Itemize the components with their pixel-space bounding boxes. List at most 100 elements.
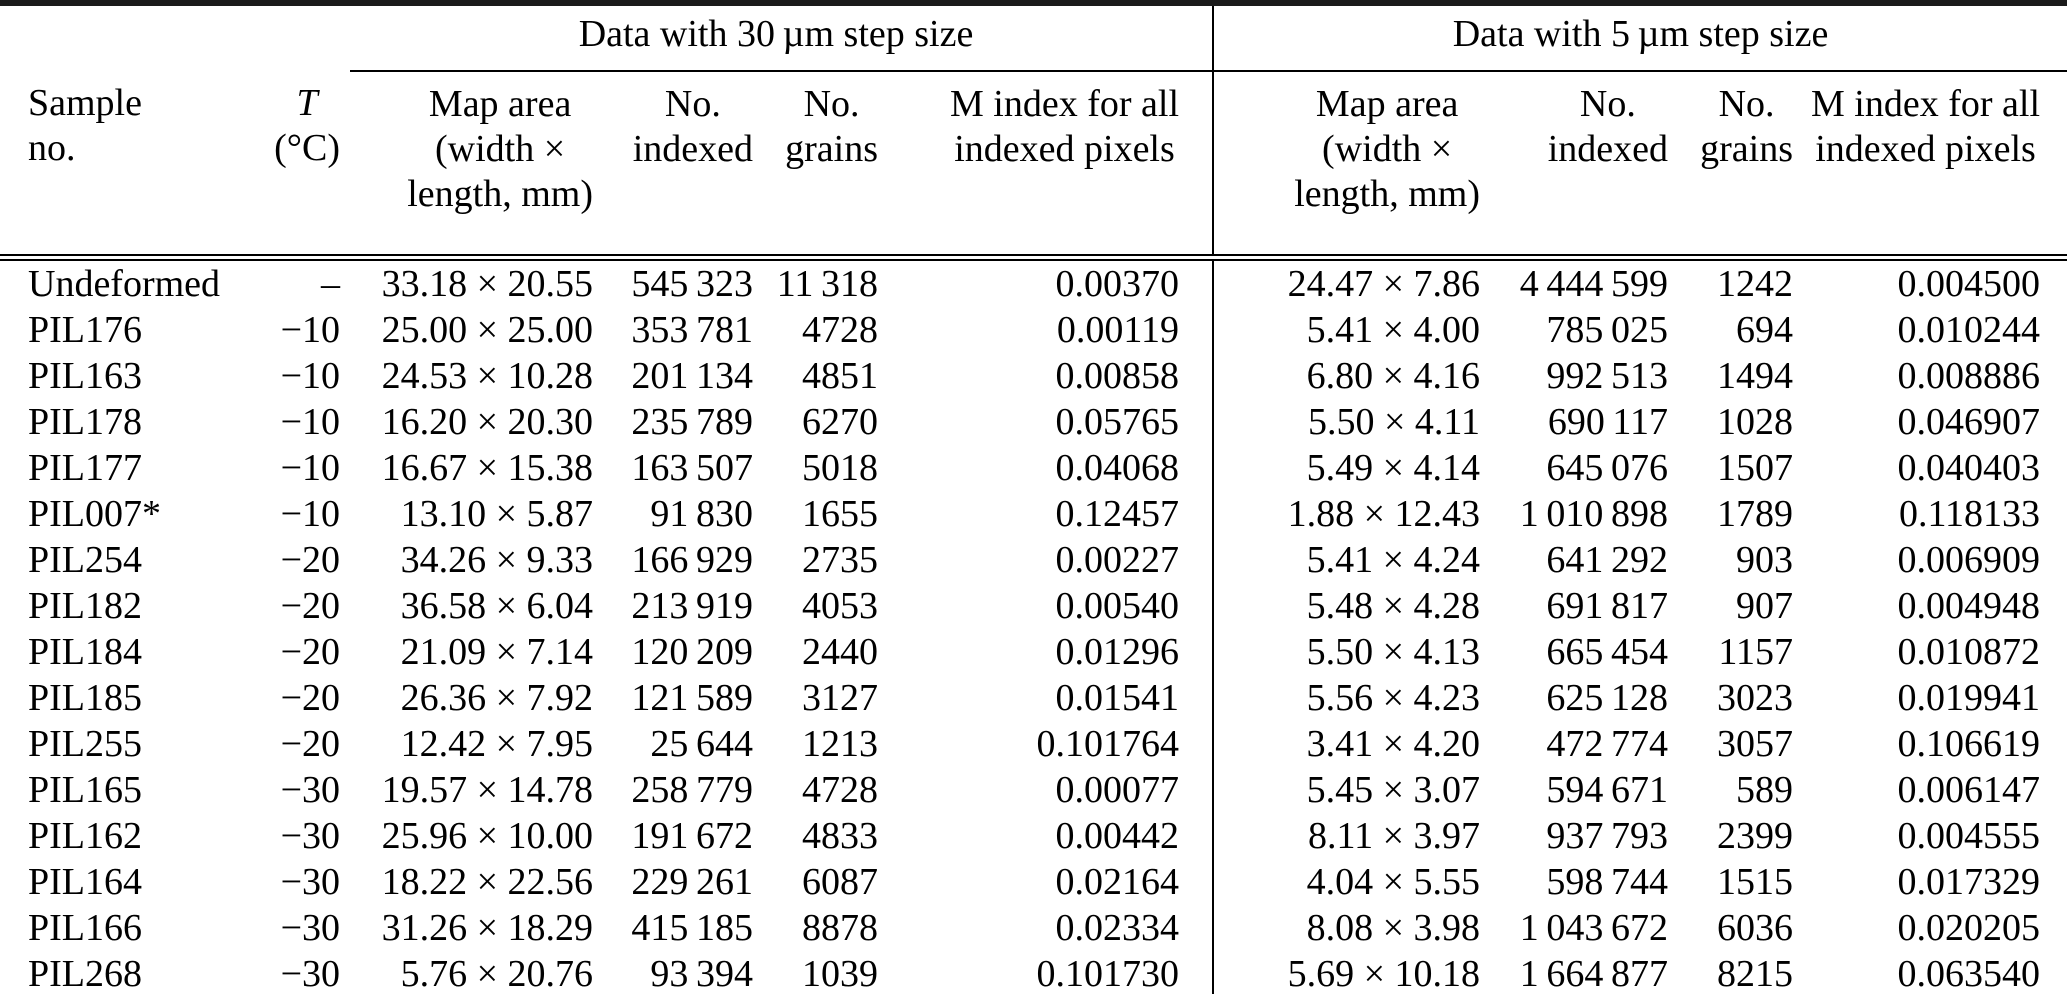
group-header-row: Data with 30 µm step size Data with 5 µm… — [0, 3, 2067, 72]
column-header-sample-no: Sample no. — [0, 71, 255, 261]
cell-m-index-30um: 0.00119 — [1056, 309, 1180, 351]
cell-no-grains-5um: 589 — [1736, 769, 1794, 811]
cell-sample-no: PIL177 — [28, 447, 142, 489]
cell-no-grains-30um: 1213 — [802, 723, 878, 765]
cell-m-index-30um: 0.00370 — [1055, 263, 1180, 305]
cell-map-area-5um: 5.49 × 4.14 — [1212, 445, 1514, 491]
cell-no-grains-30um: 4728 — [802, 309, 878, 351]
cell-m-index-5um: 0.006909 — [1897, 539, 2041, 581]
cell-m-index-5um: 0.010244 — [1897, 309, 2041, 351]
cell-m-index-30um: 0.101730 — [1036, 953, 1180, 994]
cell-no-grains-30um: 5018 — [802, 447, 878, 489]
cell-sample-no: PIL254 — [28, 539, 142, 581]
table-row: PIL182 −20 36.58 × 6.04 213 919 4053 0.00540 5… — [0, 583, 2067, 629]
cell-map-area-30um: 34.26 × 9.33 — [400, 539, 593, 581]
cell-no-indexed-30um: 545 323 — [631, 263, 753, 305]
cell-sample-no: PIL164 — [28, 861, 142, 903]
cell-sample-no: PIL165 — [28, 769, 142, 811]
cell-no-indexed-5um: 645 076 — [1546, 447, 1669, 489]
cell-no-grains-30um: 3127 — [802, 677, 878, 719]
cell-sample-no: Undeformed — [28, 263, 221, 305]
cell-no-grains-30um: 4728 — [802, 769, 878, 811]
cell-no-indexed-30um: 166 929 — [631, 539, 753, 581]
cell-m-index-30um: 0.00227 — [1055, 539, 1180, 581]
header-line: (°C) — [274, 127, 340, 169]
cell-temperature: −30 — [280, 861, 340, 903]
cell-no-grains-30um: 4851 — [802, 355, 878, 397]
cell-m-index-5um: 0.020205 — [1897, 907, 2041, 949]
cell-no-indexed-30um: 91 830 — [650, 493, 753, 535]
column-header-m-index-30um: M index for all indexed pixels — [890, 71, 1214, 261]
cell-no-grains-30um: 4833 — [802, 815, 878, 857]
header-line: No. — [1579, 83, 1636, 125]
header-line: (width × — [1322, 128, 1453, 170]
cell-temperature: −10 — [280, 355, 340, 397]
cell-no-indexed-30um: 201 134 — [631, 355, 753, 397]
cell-m-index-30um: 0.05765 — [1055, 401, 1180, 443]
cell-temperature: −20 — [280, 723, 340, 765]
cell-map-area-30um: 33.18 × 20.55 — [381, 263, 593, 305]
cell-map-area-30um: 16.20 × 20.30 — [381, 401, 593, 443]
cell-no-grains-5um: 1157 — [1718, 631, 1794, 673]
cell-map-area-5um: 3.41 × 4.20 — [1212, 721, 1514, 767]
cell-map-area-5um: 1.88 × 12.43 — [1212, 491, 1514, 537]
table-row: PIL184 −20 21.09 × 7.14 120 209 2440 0.01296 5… — [0, 629, 2067, 675]
cell-map-area-30um: 25.96 × 10.00 — [381, 815, 593, 857]
cell-m-index-5um: 0.008886 — [1897, 355, 2041, 397]
cell-m-index-30um: 0.02164 — [1055, 861, 1180, 903]
cell-map-area-5um: 6.80 × 4.16 — [1212, 353, 1514, 399]
cell-temperature: −20 — [280, 631, 340, 673]
cell-no-grains-30um: 6087 — [802, 861, 878, 903]
cell-no-indexed-5um: 641 292 — [1546, 539, 1669, 581]
cell-m-index-30um: 0.12457 — [1055, 493, 1180, 535]
group-header-5um: Data with 5 µm step size — [1212, 3, 2067, 72]
cell-sample-no: PIL182 — [28, 585, 142, 627]
cell-no-indexed-5um: 625 128 — [1546, 677, 1669, 719]
header-line: M index for all — [950, 83, 1180, 125]
column-header-row: Sample no. T (°C) Map area (width × leng… — [0, 71, 2067, 261]
cell-m-index-5um: 0.118133 — [1898, 493, 2041, 535]
table-row: PIL163 −10 24.53 × 10.28 201 134 4851 0.00858… — [0, 353, 2067, 399]
group-header-30um: Data with 30 µm step size — [350, 3, 1214, 72]
cell-map-area-5um: 5.48 × 4.28 — [1212, 583, 1514, 629]
header-line: no. — [28, 127, 76, 169]
group-header-spacer — [0, 3, 350, 71]
table-row: PIL162 −30 25.96 × 10.00 191 672 4833 0.00442… — [0, 813, 2067, 859]
cell-map-area-30um: 36.58 × 6.04 — [400, 585, 593, 627]
cell-temperature: −10 — [280, 401, 340, 443]
cell-map-area-30um: 21.09 × 7.14 — [400, 631, 593, 673]
cell-no-grains-5um: 903 — [1736, 539, 1794, 581]
cell-no-grains-30um: 2735 — [802, 539, 878, 581]
cell-map-area-5um: 5.56 × 4.23 — [1212, 675, 1514, 721]
column-header-no-grains-5um: No. grains — [1698, 71, 1809, 261]
cell-no-indexed-5um: 4 444 599 — [1519, 263, 1669, 305]
cell-m-index-30um: 0.00077 — [1055, 769, 1180, 811]
cell-map-area-5um: 5.41 × 4.00 — [1212, 307, 1514, 353]
cell-no-indexed-30um: 229 261 — [631, 861, 753, 903]
cell-map-area-5um: 8.11 × 3.97 — [1212, 813, 1514, 859]
header-line: indexed — [1547, 128, 1669, 170]
cell-no-indexed-5um: 690 117 — [1547, 401, 1669, 443]
cell-no-indexed-30um: 25 644 — [650, 723, 753, 765]
table-row: PIL255 −20 12.42 × 7.95 25 644 1213 0.101764 3… — [0, 721, 2067, 767]
cell-m-index-30um: 0.02334 — [1055, 907, 1180, 949]
header-line: indexed pixels — [954, 128, 1175, 170]
cell-m-index-30um: 0.101764 — [1036, 723, 1180, 765]
cell-no-grains-30um: 1039 — [802, 953, 878, 994]
cell-map-area-5um: 5.50 × 4.11 — [1212, 399, 1514, 445]
cell-sample-no: PIL166 — [28, 907, 142, 949]
header-line: M index for all — [1811, 83, 2041, 125]
cell-map-area-30um: 18.22 × 22.56 — [381, 861, 593, 903]
cell-temperature: −30 — [280, 769, 340, 811]
cell-no-indexed-30um: 258 779 — [631, 769, 753, 811]
header-line: grains — [1700, 128, 1794, 170]
table-row: PIL164 −30 18.22 × 22.56 229 261 6087 0.02164… — [0, 859, 2067, 905]
table-row: PIL185 −20 26.36 × 7.92 121 589 3127 0.01541 5… — [0, 675, 2067, 721]
header-line: T — [296, 82, 318, 124]
header-line: Map area — [1315, 83, 1459, 125]
cell-sample-no: PIL007* — [28, 493, 161, 535]
cell-m-index-5um: 0.019941 — [1897, 677, 2041, 719]
cell-no-indexed-5um: 594 671 — [1546, 769, 1669, 811]
table-row: Undeformed –33.18 × 20.55 545 323 11 318 0.0… — [0, 257, 2067, 307]
cell-no-indexed-30um: 213 919 — [631, 585, 753, 627]
